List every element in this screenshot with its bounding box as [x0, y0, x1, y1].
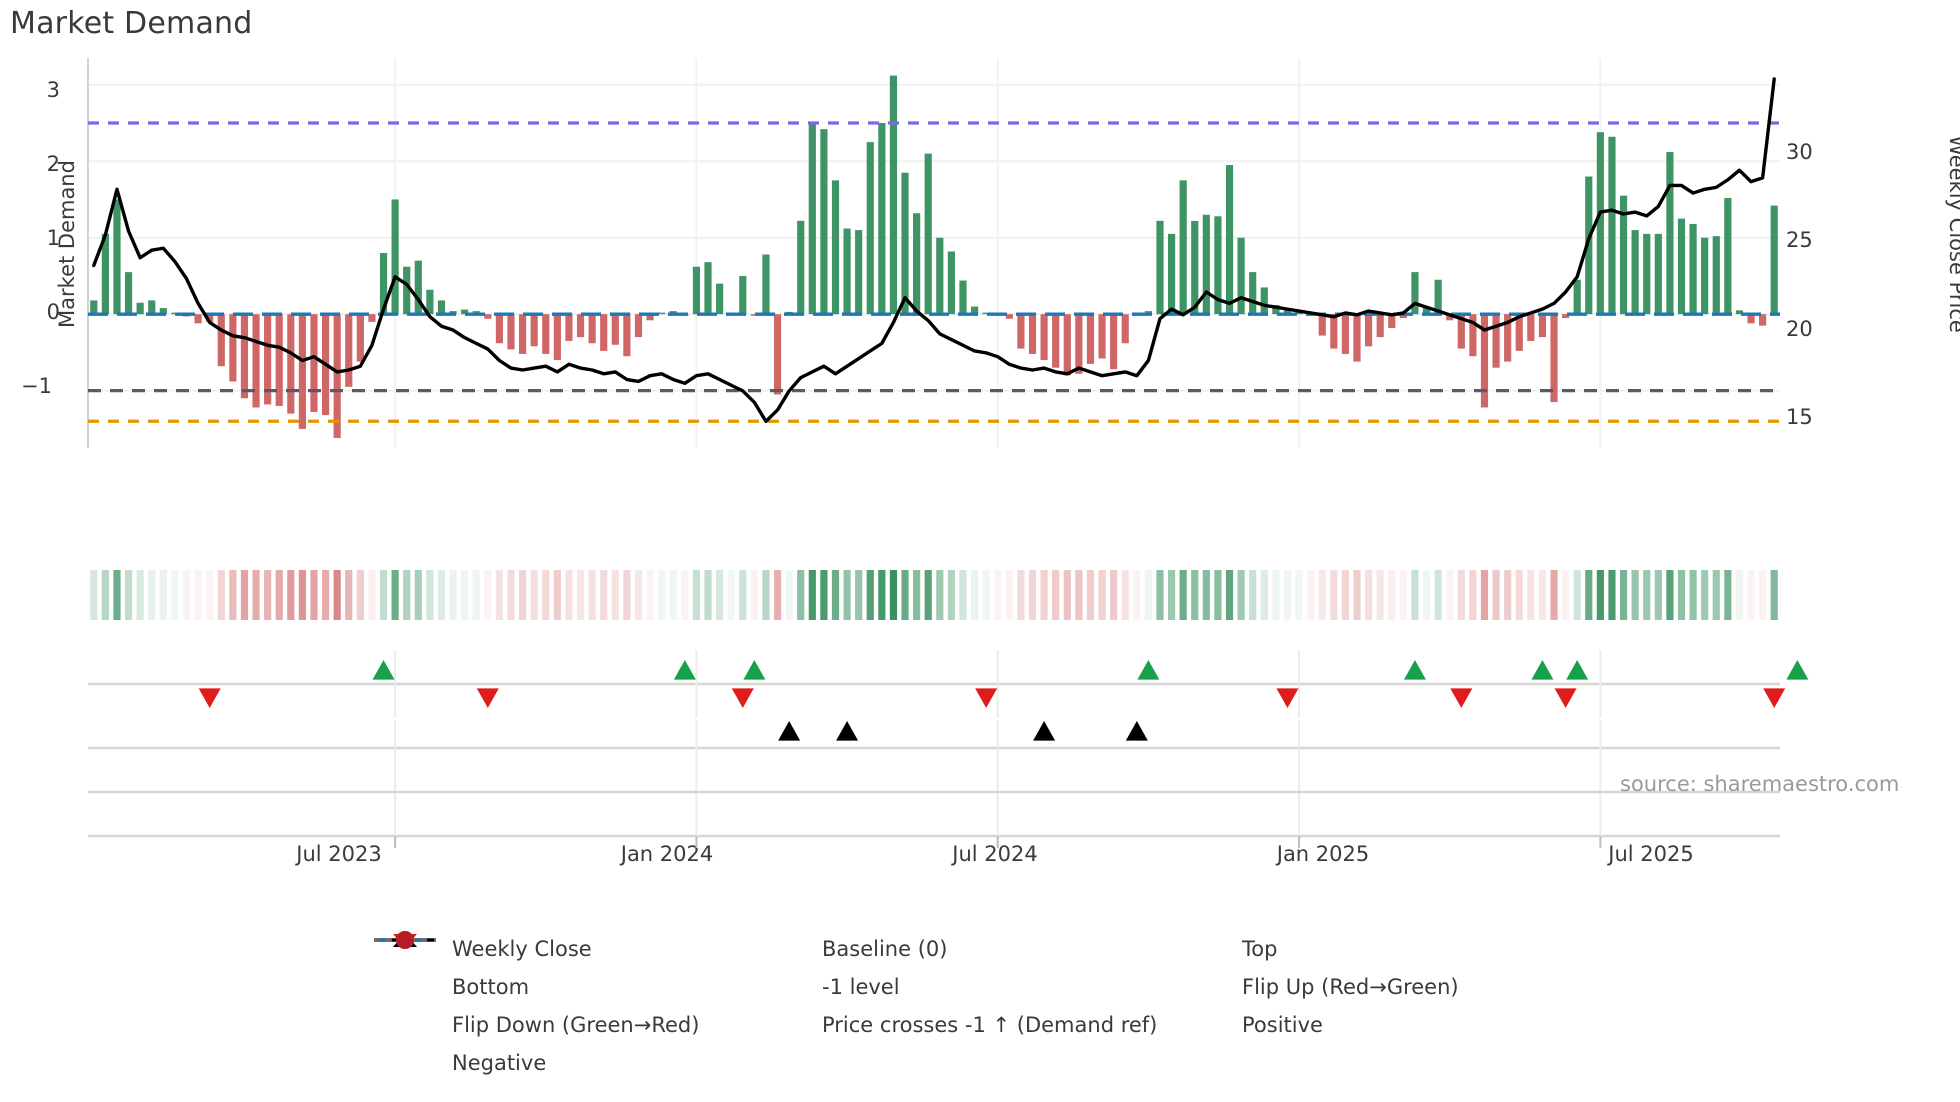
legend-label: -1 level	[822, 975, 900, 999]
chart-legend: Weekly Close Baseline (0) Top Bottom -1 …	[372, 930, 1672, 1082]
legend-item-negative[interactable]: Negative	[372, 931, 742, 1082]
legend-item-flip-down[interactable]: Flip Down (Green→Red)	[372, 934, 742, 1044]
line-dotted-orange-icon	[372, 938, 438, 998]
y-tick-right-2: 20	[1786, 317, 1813, 341]
y-tick-right-0: 30	[1786, 140, 1813, 164]
dot-red-icon	[372, 931, 438, 1074]
y-tick-left-4: −1	[21, 374, 52, 398]
legend-label: Baseline (0)	[822, 937, 948, 961]
legend-item-bottom[interactable]: Bottom	[372, 938, 742, 1006]
dot-green-icon	[396, 931, 1228, 1036]
y-tick-left-1: 2	[46, 152, 60, 176]
y-tick-left-0: 3	[46, 78, 60, 102]
x-tick-4: Jul 2025	[1608, 842, 1694, 866]
triangle-down-red-icon	[372, 934, 438, 1036]
x-tick-0: Jul 2023	[296, 842, 382, 866]
legend-item-top[interactable]: Top	[374, 930, 1592, 968]
legend-label: Top	[1242, 937, 1278, 961]
legend-item-minus-one-level[interactable]: -1 level	[374, 938, 1162, 1006]
x-tick-2: Jul 2024	[952, 842, 1038, 866]
legend-label: Flip Down (Green→Red)	[452, 1013, 700, 1037]
legend-label: Flip Up (Red→Green)	[1242, 975, 1459, 999]
x-tick-1: Jan 2024	[620, 842, 714, 866]
page-title: Market Demand	[10, 6, 253, 41]
y-tick-left-3: 0	[46, 300, 60, 324]
line-dotted-gray-icon	[374, 938, 808, 998]
triangle-up-black-icon	[393, 933, 808, 1036]
legend-item-baseline[interactable]: Baseline (0)	[374, 930, 1162, 968]
y-tick-right-1: 25	[1786, 228, 1813, 252]
line-dotted-purple-icon	[374, 938, 1228, 960]
legend-label: Weekly Close	[452, 937, 592, 961]
legend-label: Positive	[1242, 1013, 1323, 1037]
line-dashed-blue-icon	[374, 938, 808, 960]
legend-item-price-crosses-minus1[interactable]: Price crosses -1 ↑ (Demand ref)	[393, 933, 1162, 1044]
x-tick-3: Jan 2025	[1276, 842, 1370, 866]
legend-label: Price crosses -1 ↑ (Demand ref)	[822, 1013, 1158, 1037]
legend-label: Negative	[452, 1051, 547, 1075]
y-tick-right-3: 15	[1786, 405, 1813, 429]
legend-label: Bottom	[452, 975, 530, 999]
legend-item-positive[interactable]: Positive	[396, 931, 1592, 1044]
triangle-up-green-icon	[393, 933, 1228, 998]
legend-item-flip-up[interactable]: Flip Up (Red→Green)	[393, 933, 1592, 1006]
source-attribution: source: sharemaestro.com	[1620, 772, 1900, 796]
y-tick-left-2: 1	[46, 226, 60, 250]
